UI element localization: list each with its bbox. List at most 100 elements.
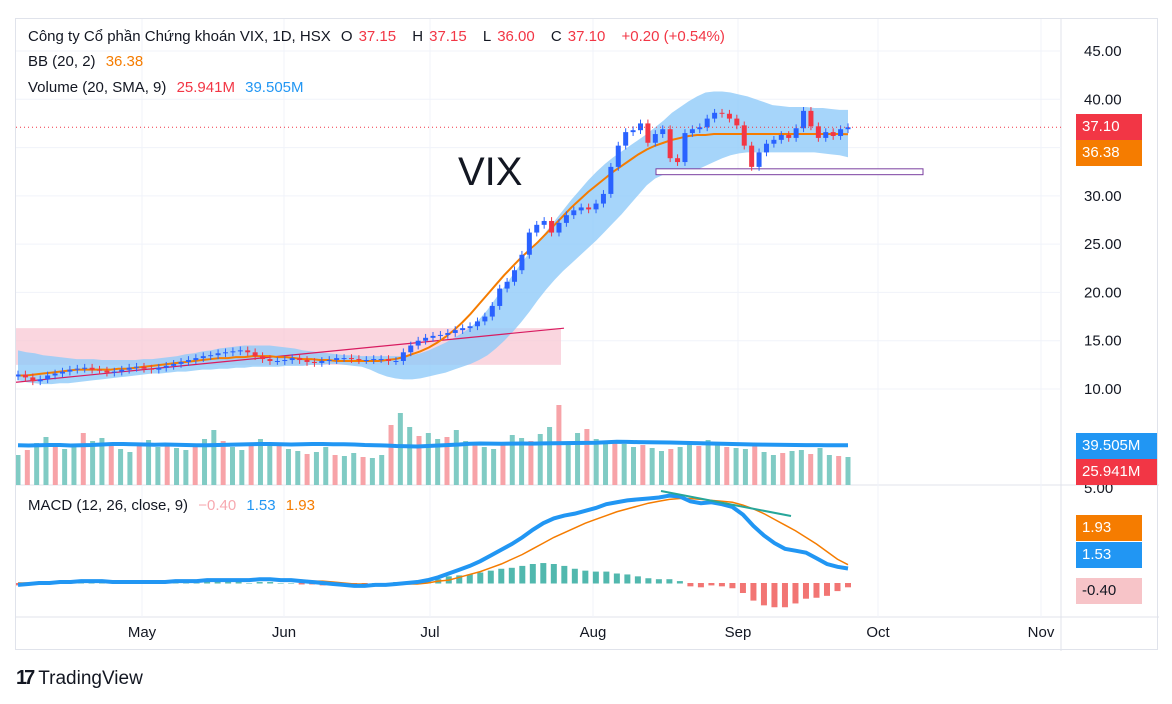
volume-bar bbox=[351, 453, 357, 485]
volume-bar bbox=[836, 456, 842, 485]
volume-bar bbox=[99, 438, 105, 485]
volume-bar bbox=[621, 444, 627, 485]
candle-body bbox=[445, 332, 451, 335]
candle-body bbox=[67, 369, 73, 372]
volume-sma-line bbox=[17, 439, 849, 449]
volume-bar bbox=[267, 446, 273, 485]
macd-line bbox=[17, 493, 849, 588]
volume-bar bbox=[397, 413, 403, 485]
volume-bar bbox=[62, 449, 68, 485]
candle-body bbox=[134, 366, 140, 368]
candle-body bbox=[474, 321, 480, 327]
time-tick-label: May bbox=[128, 624, 157, 641]
chart-canvas[interactable]: 45.0040.0035.0030.0025.0020.0015.0010.00… bbox=[16, 19, 1159, 651]
macd-histogram-bar bbox=[561, 565, 568, 584]
candle-body bbox=[704, 118, 710, 128]
candle-body bbox=[534, 224, 540, 233]
bb-value: 36.38 bbox=[105, 53, 144, 70]
volume-bar bbox=[752, 443, 758, 485]
candle-body bbox=[489, 305, 495, 317]
price-tick-label: 15.00 bbox=[1084, 333, 1122, 350]
candle-body bbox=[771, 139, 777, 144]
candle-body bbox=[111, 371, 117, 373]
close-value: 37.10 bbox=[567, 28, 606, 45]
volume-bar bbox=[528, 441, 534, 485]
volume-bar bbox=[295, 451, 301, 485]
macd-histogram-bar bbox=[666, 579, 673, 584]
volume-bar bbox=[742, 449, 748, 485]
candle-body bbox=[815, 126, 821, 138]
candle-body bbox=[652, 134, 658, 143]
macd-histogram-bar bbox=[771, 583, 778, 608]
volume-bar bbox=[668, 449, 674, 485]
volume-tag: 25.941M bbox=[1076, 459, 1157, 485]
macd-histogram-bar bbox=[519, 565, 526, 584]
macd-histogram-bar bbox=[498, 568, 505, 584]
legend-main: Công ty Cổ phần Chứng khoán VIX, 1D, HSX… bbox=[28, 28, 731, 45]
legend-volume: Volume (20, SMA, 9) 25.941M 39.505M bbox=[28, 79, 310, 96]
candle-body bbox=[193, 358, 199, 361]
volume-bar bbox=[463, 441, 469, 485]
macd-histogram-bar bbox=[214, 582, 221, 584]
legend-bb: BB (20, 2) 36.38 bbox=[28, 53, 149, 70]
candle-body bbox=[89, 367, 95, 370]
volume-bar bbox=[780, 453, 786, 485]
brand-label: TradingView bbox=[38, 667, 143, 689]
candle-body bbox=[423, 337, 429, 341]
volume-bar bbox=[472, 445, 478, 485]
candle-body bbox=[378, 359, 384, 361]
tradingview-brand[interactable]: 17 TradingView bbox=[16, 667, 143, 690]
volume-bar bbox=[16, 455, 21, 485]
volume-bar bbox=[481, 447, 487, 485]
time-tick-label: Jul bbox=[420, 624, 439, 641]
macd-histogram-bar bbox=[571, 568, 578, 584]
candle-body bbox=[215, 353, 221, 356]
volume-bar bbox=[761, 452, 767, 485]
candle-body bbox=[52, 373, 58, 376]
volume-bar bbox=[379, 455, 385, 485]
chart-frame: 45.0040.0035.0030.0025.0020.0015.0010.00… bbox=[15, 18, 1159, 651]
price-tick-label: 20.00 bbox=[1084, 284, 1122, 301]
candle-body bbox=[297, 358, 303, 361]
candle-body bbox=[104, 370, 110, 373]
candle-body bbox=[697, 127, 703, 130]
volume-bar bbox=[593, 439, 599, 485]
macd-histogram-bar bbox=[802, 583, 809, 599]
candle-body bbox=[371, 359, 377, 361]
candle-body bbox=[74, 368, 80, 370]
candle-body bbox=[741, 125, 747, 146]
volume-bar bbox=[509, 435, 515, 485]
volume-bar bbox=[71, 445, 77, 485]
volume-bar bbox=[714, 445, 720, 485]
candle-body bbox=[467, 326, 473, 329]
candle-body bbox=[734, 118, 740, 126]
change-value: +0.20 (+0.54%) bbox=[621, 28, 725, 45]
candle-body bbox=[252, 352, 258, 357]
candle-body bbox=[526, 232, 532, 255]
candle-body bbox=[82, 367, 88, 369]
macd-histogram-bar bbox=[466, 574, 473, 584]
macd-histogram-bar bbox=[298, 583, 305, 585]
macd-histogram-bar bbox=[540, 563, 547, 584]
candle-body bbox=[334, 358, 340, 361]
macd-hist-tag: -0.40 bbox=[1076, 578, 1142, 604]
volume-bar bbox=[155, 447, 161, 485]
price-tick-label: 40.00 bbox=[1084, 91, 1122, 108]
volume-bar bbox=[519, 438, 525, 485]
volume-bar bbox=[575, 433, 581, 485]
candle-body bbox=[319, 360, 325, 363]
candle-body bbox=[267, 359, 273, 361]
volume-bar bbox=[118, 449, 124, 485]
macd-histogram-bar bbox=[781, 583, 788, 608]
time-tick-label: Nov bbox=[1028, 624, 1055, 641]
macd-histogram-bar bbox=[456, 575, 463, 584]
volume-bar bbox=[323, 447, 329, 485]
candle-body bbox=[556, 222, 562, 233]
candle-body bbox=[593, 203, 599, 210]
volume-bar bbox=[537, 434, 543, 485]
volume-sma-tag: 39.505M bbox=[1076, 433, 1157, 459]
macd-signal-value: 1.93 bbox=[285, 497, 315, 514]
volume-bar bbox=[127, 452, 133, 485]
candle-body bbox=[838, 129, 844, 136]
macd-histogram-bar bbox=[708, 583, 715, 586]
